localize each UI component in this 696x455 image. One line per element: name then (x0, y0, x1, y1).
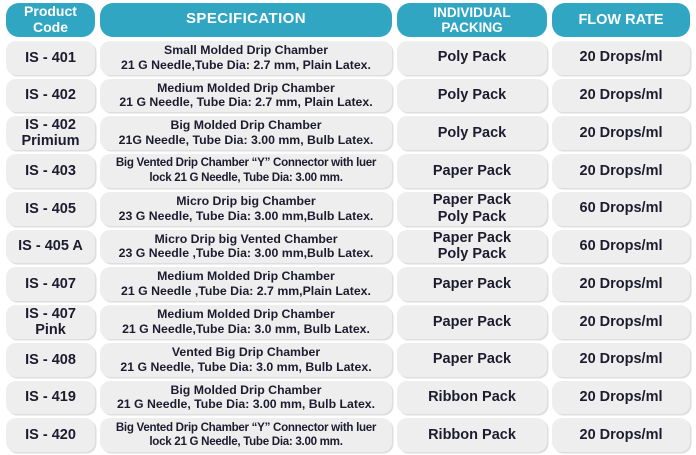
flow-rate-cell: 20 Drops/ml (552, 267, 690, 301)
flow-rate-cell: 20 Drops/ml (552, 305, 690, 339)
flow-rate-cell: 20 Drops/ml (552, 418, 690, 452)
specification-cell: Medium Molded Drip Chamber 21 G Needle, … (100, 78, 392, 113)
flow-rate-cell: 20 Drops/ml (552, 40, 690, 75)
product-code-cell: IS - 419 (6, 380, 95, 415)
packing-cell: Paper Pack (397, 267, 547, 301)
specification-cell: Vented Big Drip Chamber 21 G Needle, Tub… (100, 342, 392, 377)
packing-cell: Paper Pack Poly Pack (397, 191, 547, 226)
header-individual-packing: INDIVIDUAL PACKING (397, 3, 547, 37)
specification-cell: Big Molded Drip Chamber 21G Needle, Tube… (100, 116, 392, 150)
specification-cell: Medium Molded Drip Chamber 21 G Needle,T… (100, 305, 392, 339)
product-code-cell: IS - 401 (6, 40, 95, 75)
packing-cell: Poly Pack (397, 78, 547, 113)
flow-rate-cell: 60 Drops/ml (552, 191, 690, 226)
specification-cell: Micro Drip big Vented Chamber 23 G Needl… (100, 229, 392, 264)
header-product-code: Product Code (6, 3, 95, 37)
packing-cell: Paper Pack (397, 154, 547, 188)
flow-rate-cell: 20 Drops/ml (552, 154, 690, 188)
header-specification: SPECIFICATION (100, 3, 392, 37)
specification-cell: Small Molded Drip Chamber 21 G Needle,Tu… (100, 40, 392, 75)
product-code-cell: IS - 402 Primium (6, 116, 95, 150)
product-code-cell: IS - 408 (6, 342, 95, 377)
flow-rate-cell: 20 Drops/ml (552, 380, 690, 415)
packing-cell: Ribbon Pack (397, 418, 547, 452)
product-code-cell: IS - 402 (6, 78, 95, 113)
specification-cell: Big Vented Drip Chamber “Y” Connector wi… (100, 154, 392, 188)
product-code-cell: IS - 407 Pink (6, 305, 95, 339)
specification-cell: Medium Molded Drip Chamber 21 G Needle ,… (100, 267, 392, 301)
product-code-cell: IS - 403 (6, 154, 95, 188)
flow-rate-cell: 20 Drops/ml (552, 78, 690, 113)
specification-cell: Big Molded Drip Chamber 21 G Needle, Tub… (100, 380, 392, 415)
specification-cell: Micro Drip big Chamber 23 G Needle, Tube… (100, 191, 392, 226)
packing-cell: Poly Pack (397, 40, 547, 75)
packing-cell: Paper Pack Poly Pack (397, 229, 547, 264)
specification-cell: Big Vented Drip Chamber “Y” Connector wi… (100, 418, 392, 452)
packing-cell: Paper Pack (397, 305, 547, 339)
product-code-cell: IS - 407 (6, 267, 95, 301)
product-code-cell: IS - 405 (6, 191, 95, 226)
flow-rate-cell: 60 Drops/ml (552, 229, 690, 264)
header-flow-rate: FLOW RATE (552, 3, 690, 37)
product-code-cell: IS - 420 (6, 418, 95, 452)
packing-cell: Paper Pack (397, 342, 547, 377)
product-code-cell: IS - 405 A (6, 229, 95, 264)
packing-cell: Ribbon Pack (397, 380, 547, 415)
flow-rate-cell: 20 Drops/ml (552, 116, 690, 150)
packing-cell: Poly Pack (397, 116, 547, 150)
flow-rate-cell: 20 Drops/ml (552, 342, 690, 377)
